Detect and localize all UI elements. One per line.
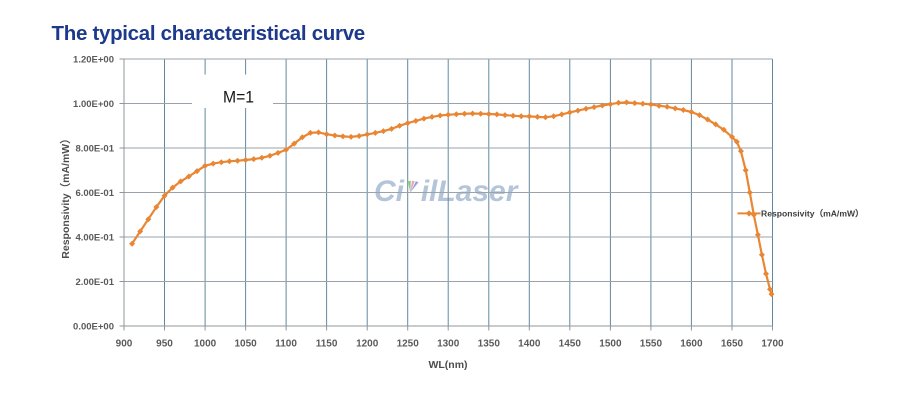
svg-text:1250: 1250 xyxy=(397,339,420,350)
svg-text:1700: 1700 xyxy=(761,339,784,350)
svg-text:Responsivity（mA/mW）: Responsivity（mA/mW） xyxy=(59,133,72,258)
svg-text:1050: 1050 xyxy=(234,339,257,350)
svg-text:1400: 1400 xyxy=(518,339,541,350)
svg-text:1600: 1600 xyxy=(680,339,703,350)
svg-text:4.00E-01: 4.00E-01 xyxy=(75,232,114,243)
svg-text:ilLaser: ilLaser xyxy=(421,175,520,208)
svg-text:1450: 1450 xyxy=(559,339,582,350)
svg-text:8.00E-01: 8.00E-01 xyxy=(75,143,114,154)
svg-text:1.00E+00: 1.00E+00 xyxy=(73,99,114,110)
svg-text:Ci: Ci xyxy=(374,175,405,208)
svg-text:1000: 1000 xyxy=(194,339,217,350)
svg-text:WL(nm): WL(nm) xyxy=(428,359,467,371)
svg-text:1500: 1500 xyxy=(599,339,622,350)
svg-text:Responsivity（mA/mW）: Responsivity（mA/mW） xyxy=(761,209,864,219)
svg-text:1100: 1100 xyxy=(275,339,297,350)
svg-text:1550: 1550 xyxy=(640,339,663,350)
svg-text:2.00E-01: 2.00E-01 xyxy=(75,277,114,288)
svg-text:6.00E-01: 6.00E-01 xyxy=(75,188,114,199)
svg-text:1650: 1650 xyxy=(721,339,744,350)
svg-text:1150: 1150 xyxy=(316,339,338,350)
svg-text:1200: 1200 xyxy=(356,339,379,350)
svg-text:1.20E+00: 1.20E+00 xyxy=(73,54,114,65)
svg-text:The typical characteristical c: The typical characteristical curve xyxy=(52,22,365,45)
svg-text:900: 900 xyxy=(116,339,133,350)
svg-text:M=1: M=1 xyxy=(223,89,254,107)
svg-text:950: 950 xyxy=(156,339,173,350)
svg-text:1350: 1350 xyxy=(478,339,501,350)
svg-text:1300: 1300 xyxy=(437,339,460,350)
svg-text:0.00E+00: 0.00E+00 xyxy=(73,321,114,332)
